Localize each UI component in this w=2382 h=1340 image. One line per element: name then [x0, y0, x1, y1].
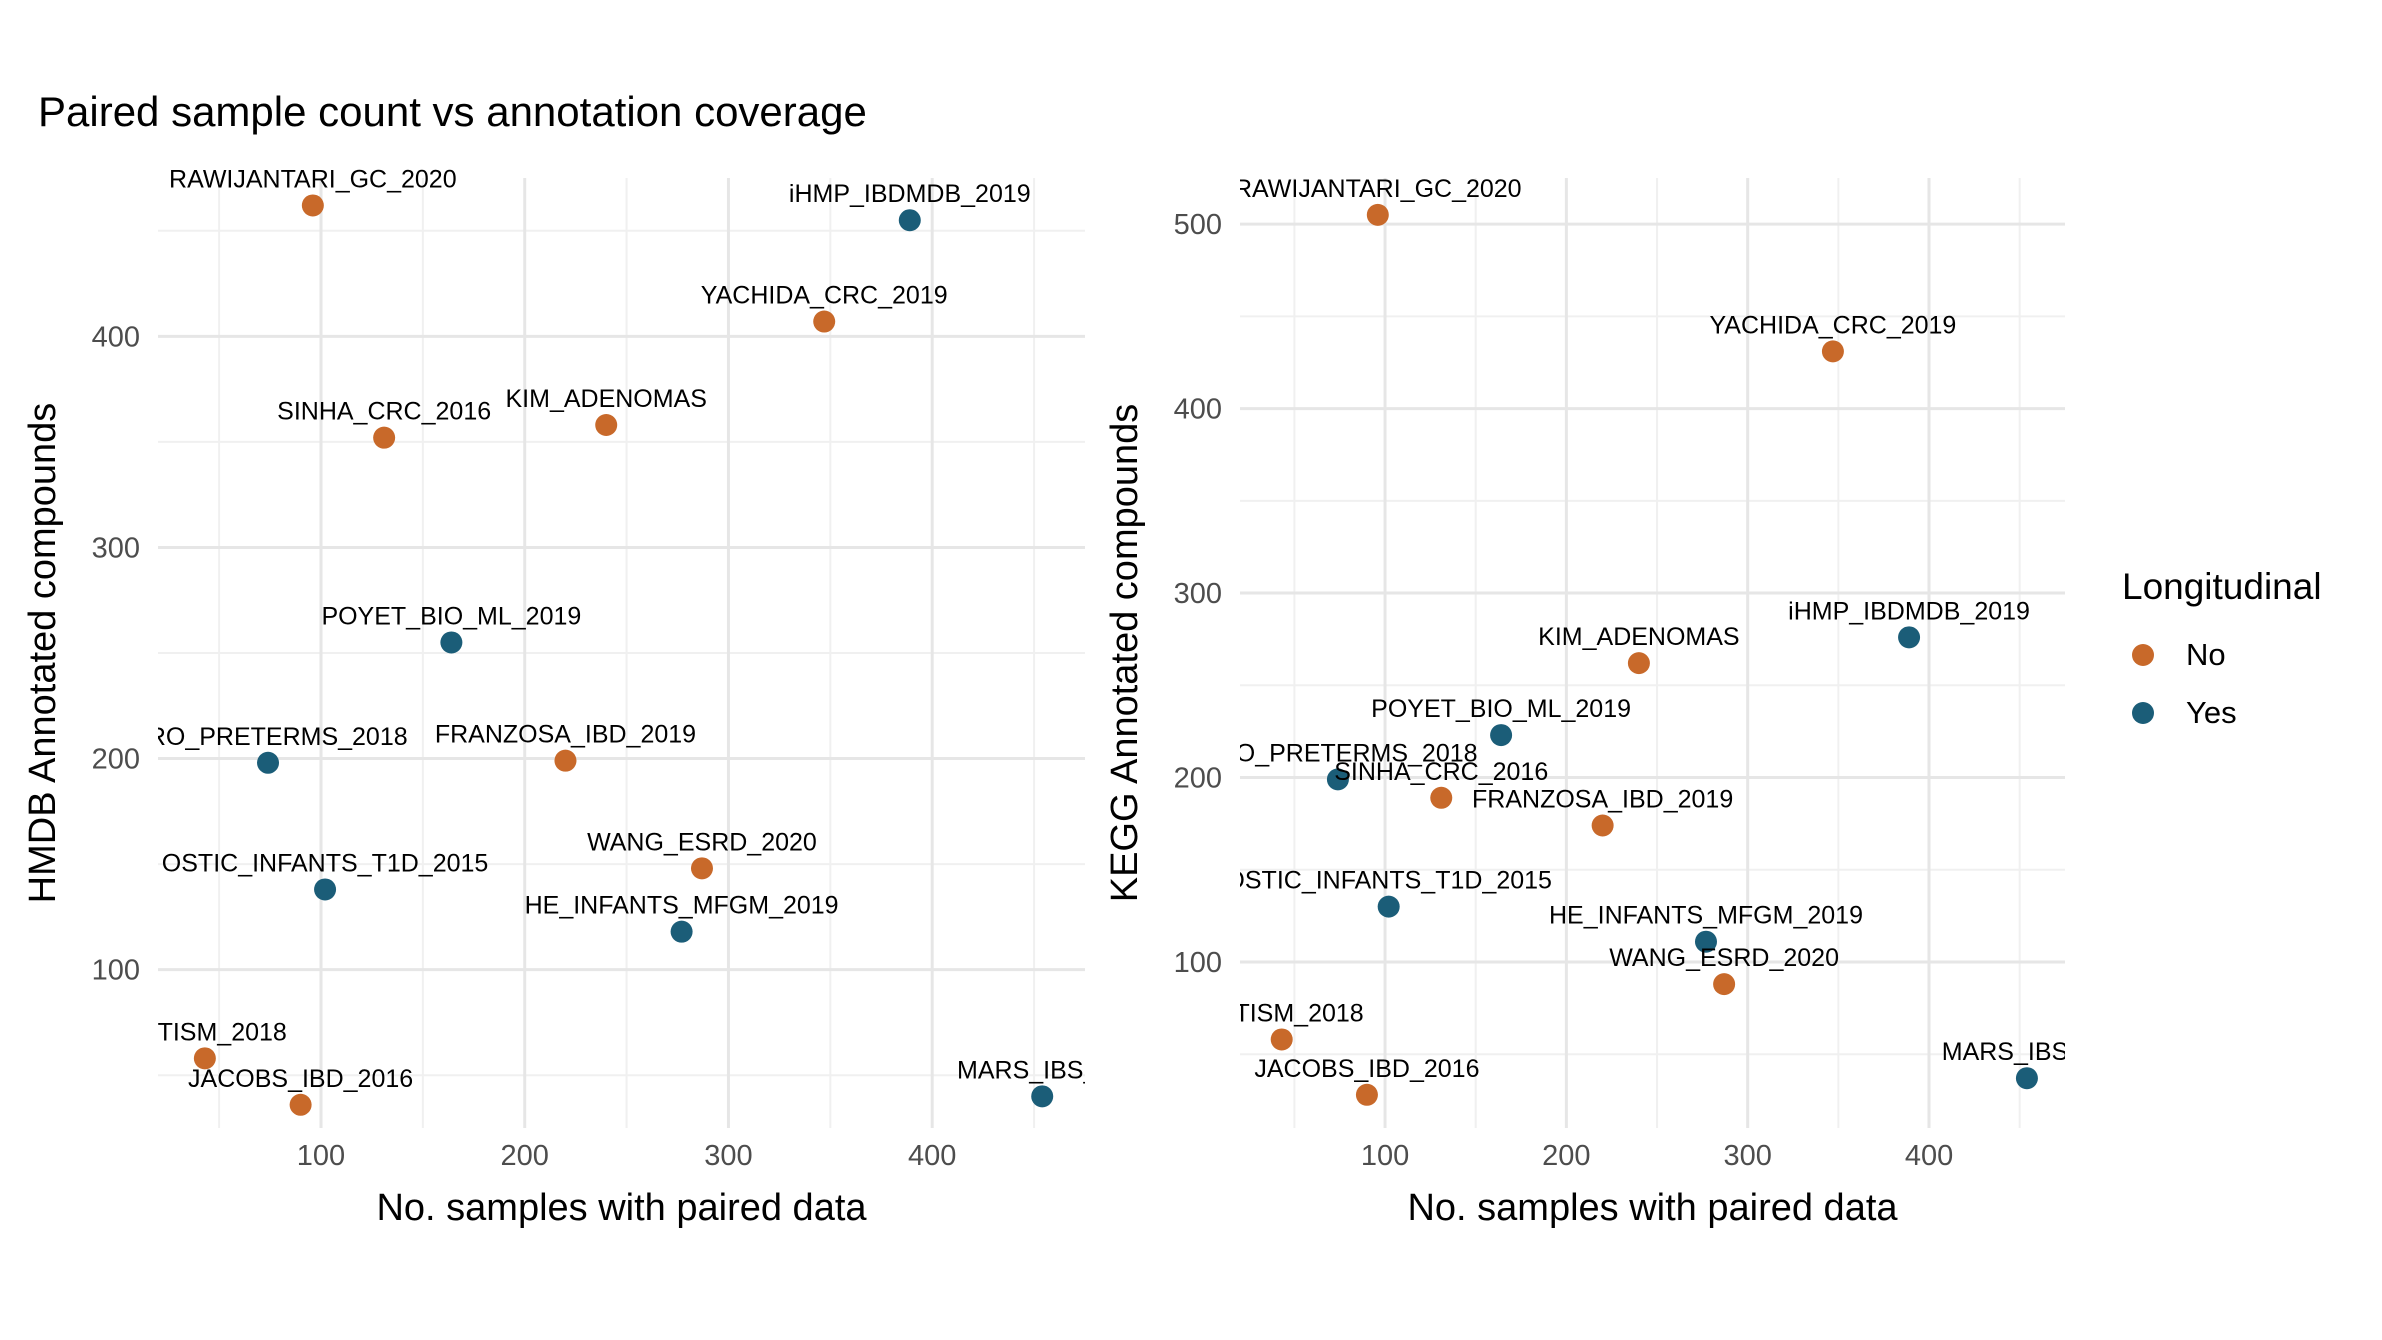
legend: Longitudinal No Yes: [2122, 566, 2322, 742]
point-label: iHMP_IBDMDB_2019: [789, 180, 1031, 208]
point-label: SINHA_CRC_2016: [277, 398, 491, 426]
point-label: MARS_IBS_: [957, 1056, 1098, 1084]
y-tick-label: 400: [92, 321, 140, 353]
data-point: [1713, 973, 1736, 996]
data-point: [1377, 895, 1400, 918]
legend-label: No: [2186, 637, 2226, 672]
data-point: [554, 749, 577, 772]
legend-item-yes: Yes: [2122, 684, 2322, 742]
data-point: [1366, 203, 1389, 226]
x-axis-title: No. samples with paired data: [1407, 1187, 1898, 1229]
point-label: AUTISM_2018: [123, 1018, 287, 1046]
data-point: [1694, 930, 1717, 953]
data-point: [1490, 724, 1513, 747]
data-point: [1326, 768, 1349, 791]
point-label: YACHIDA_CRC_2019: [701, 282, 948, 310]
data-point: [373, 426, 396, 449]
y-tick-label: 200: [1174, 763, 1222, 795]
point-label: FRANZOSA_IBD_2019: [1472, 785, 1733, 813]
point-label: JACOBS_IBD_2016: [188, 1065, 413, 1093]
point-label: FRANZOSA_IBD_2019: [435, 721, 696, 749]
data-point: [1821, 340, 1844, 363]
legend-title: Longitudinal: [2122, 566, 2322, 607]
point-labels: RAWIJANTARI_GC_2020 iHMP_IBDMDB_2019 YACHI…: [123, 165, 1098, 1093]
grid: [158, 178, 1085, 1128]
kegg-panel: 100 200 300 400 100 200 300 400 500 No. samples w…: [1104, 175, 2083, 1229]
data-points: [1270, 203, 2038, 1106]
data-point: [289, 1093, 312, 1116]
point-label: HE_INFANTS_MFGM_2019: [1549, 902, 1863, 930]
point-label: OSTIC_INFANTS_T1D_2015: [162, 849, 489, 877]
data-point: [670, 920, 693, 943]
legend-dot-icon: [2132, 644, 2154, 666]
point-labels: RAWIJANTARI_GC_2020 YACHIDA_CRC_2019 iHMP_…: [1198, 175, 2083, 1083]
data-point: [440, 631, 463, 654]
point-label: POYET_BIO_ML_2019: [321, 602, 581, 630]
data-point: [257, 751, 280, 774]
data-point: [1355, 1083, 1378, 1106]
data-point: [314, 878, 337, 901]
data-point: [1430, 786, 1453, 809]
point-label: ORO_PRETERMS_2018: [128, 723, 407, 751]
point-label: WANG_ESRD_2020: [587, 828, 817, 856]
y-tick-label: 300: [1174, 578, 1222, 610]
data-point: [1591, 814, 1614, 837]
data-point: [1270, 1028, 1293, 1051]
point-label: YACHIDA_CRC_2019: [1709, 311, 1956, 339]
y-tick-label: 100: [1174, 947, 1222, 979]
y-tick-label: 200: [92, 744, 140, 776]
point-label: JACOBS_IBD_2016: [1254, 1055, 1479, 1083]
point-label: KIM_ADENOMAS: [506, 385, 707, 413]
point-label: SINHA_CRC_2016: [1334, 758, 1548, 786]
point-label: RAWIJANTARI_GC_2020: [169, 165, 457, 193]
data-point: [2015, 1067, 2038, 1090]
y-tick-label: 300: [92, 532, 140, 564]
x-tick-label: 400: [908, 1140, 956, 1172]
point-label: iHMP_IBDMDB_2019: [1788, 597, 2030, 625]
point-label: KIM_ADENOMAS: [1538, 623, 1739, 651]
x-tick-label: 400: [1905, 1140, 1953, 1172]
y-axis-title: KEGG Annotated compounds: [1104, 404, 1146, 903]
y-axis-title: HMDB Annotated compounds: [22, 403, 64, 904]
data-point: [1898, 626, 1921, 649]
point-label: AUTISM_2018: [1200, 999, 1364, 1027]
data-point: [813, 310, 836, 333]
point-label: OSTIC_INFANTS_T1D_2015: [1225, 867, 1552, 895]
data-point: [1031, 1085, 1054, 1108]
point-label: RAWIJANTARI_GC_2020: [1234, 175, 1522, 203]
y-tick-label: 400: [1174, 394, 1222, 426]
legend-label: Yes: [2186, 695, 2237, 730]
y-tick-label: 500: [1174, 209, 1222, 241]
point-label: ORO_PRETERMS_2018: [1198, 739, 1477, 767]
x-tick-label: 200: [501, 1140, 549, 1172]
x-tick-label: 300: [704, 1140, 752, 1172]
legend-item-no: No: [2122, 626, 2322, 684]
hmdb-panel: 100 200 300 400 100 200 300 400 No. samples with…: [22, 165, 1098, 1229]
x-tick-label: 300: [1723, 1140, 1771, 1172]
point-label: MARS_IBS_: [1942, 1038, 2083, 1066]
chart-title: Paired sample count vs annotation covera…: [38, 88, 867, 135]
point-label: HE_INFANTS_MFGM_2019: [525, 892, 839, 920]
y-tick-label: 100: [92, 955, 140, 987]
data-point: [595, 414, 618, 436]
x-tick-label: 100: [1361, 1140, 1409, 1172]
data-point: [193, 1047, 216, 1070]
x-axis-title: No. samples with paired data: [376, 1187, 867, 1229]
legend-dot-icon: [2132, 702, 2154, 724]
data-point: [898, 209, 921, 232]
data-point: [301, 194, 324, 217]
data-point: [1627, 652, 1650, 675]
data-point: [690, 857, 713, 880]
x-tick-label: 200: [1542, 1140, 1590, 1172]
point-label: WANG_ESRD_2020: [1609, 944, 1839, 972]
data-points: [193, 194, 1054, 1116]
point-label: POYET_BIO_ML_2019: [1371, 695, 1631, 723]
x-tick-label: 100: [297, 1140, 345, 1172]
